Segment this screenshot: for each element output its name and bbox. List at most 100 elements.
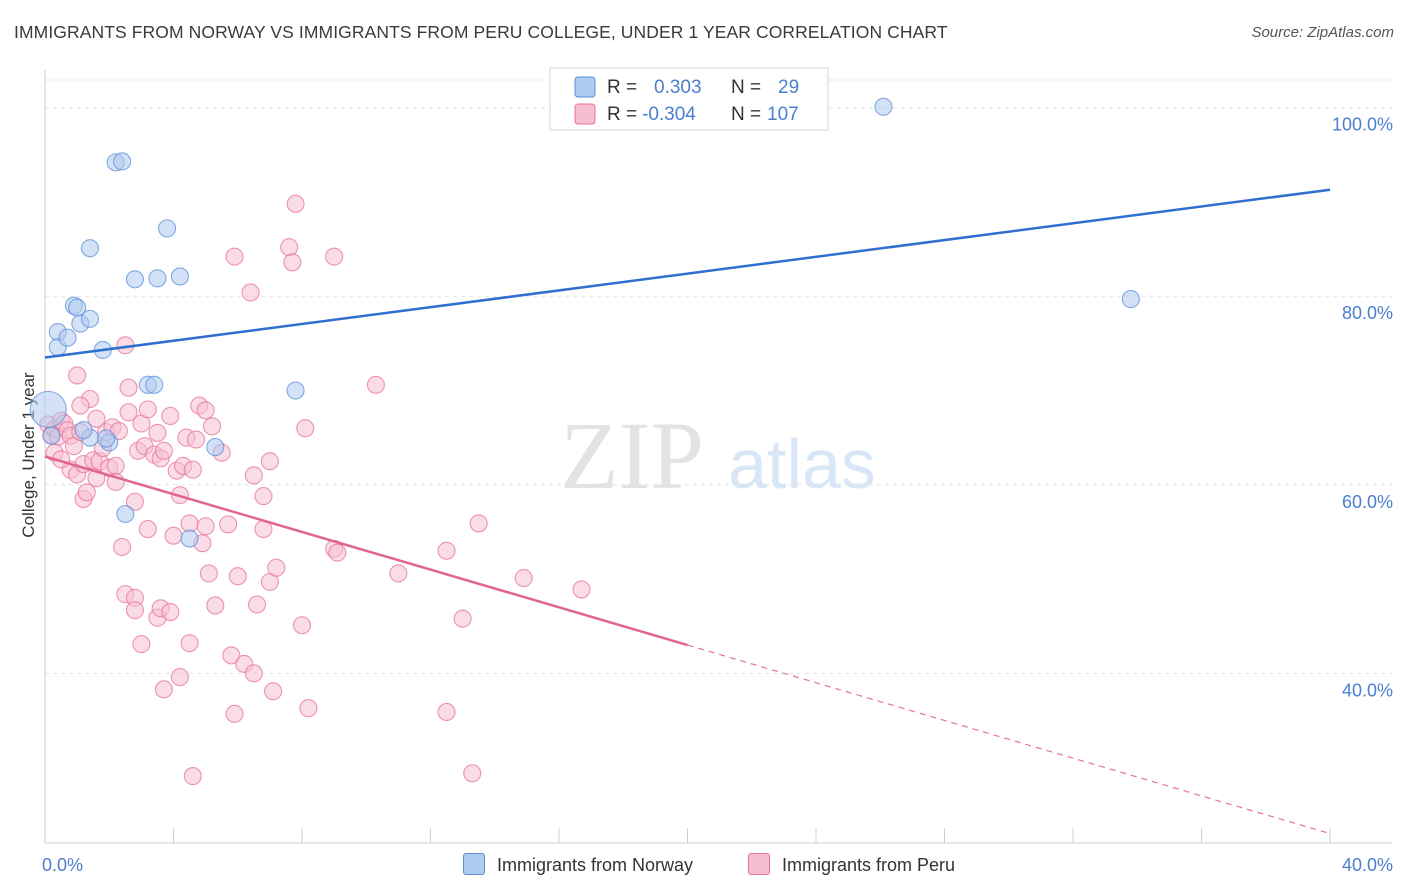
norway-point-16	[148, 269, 167, 288]
norway-point-15	[125, 270, 144, 289]
peru-point-73	[228, 567, 247, 586]
legend-swatch-peru	[574, 103, 596, 125]
legend-r-label-norway: R =	[607, 77, 637, 98]
y-axis-tick-labels: 40.0% 60.0% 80.0% 100.0%	[1332, 115, 1393, 701]
norway-point-0	[29, 390, 67, 428]
peru-point-39	[132, 635, 151, 654]
peru-point-91	[325, 247, 344, 266]
peru-point-41	[138, 520, 157, 539]
legend-n-value-peru: 107	[767, 104, 799, 125]
bottom-legend-peru: Immigrants from Peru	[748, 853, 955, 876]
peru-point-64	[196, 517, 215, 536]
peru-point-35	[125, 601, 144, 620]
peru-point-18	[77, 483, 96, 502]
peru-point-105	[244, 664, 263, 683]
bottom-legend-norway: Immigrants from Norway	[463, 853, 693, 876]
peru-point-50	[164, 526, 183, 545]
source-label: Source: ZipAtlas.com	[1251, 24, 1394, 41]
legend-r-label-peru: R =	[607, 104, 637, 125]
legend: R = 0.303 N = 29 R = -0.304 N = 107	[549, 67, 829, 131]
peru-point-16	[68, 366, 87, 385]
peru-point-15	[71, 396, 90, 415]
norway-point-26	[1121, 290, 1140, 309]
norway-point-18	[170, 267, 189, 286]
peru-point-92	[328, 543, 347, 562]
norway-point-28	[96, 429, 116, 448]
axes	[44, 70, 1392, 844]
peru-point-83	[267, 558, 286, 577]
peru-point-94	[389, 564, 408, 583]
peru-point-106	[87, 409, 106, 428]
peru-point-93	[366, 375, 385, 394]
peru-point-56	[180, 634, 199, 653]
norway-point-23	[116, 504, 135, 524]
peru-point-58	[183, 767, 202, 786]
legend-n-value-norway: 29	[778, 77, 799, 98]
bottom-legend: Immigrants from Norway Immigrants from P…	[0, 849, 1406, 881]
peru-point-86	[286, 194, 305, 213]
peru-point-100	[514, 569, 533, 588]
norway-point-22	[180, 529, 199, 548]
watermark-zip: ZIP	[560, 402, 704, 509]
peru-point-60	[186, 430, 206, 449]
legend-swatch-norway	[574, 76, 596, 98]
peru-trend-dashed	[687, 644, 1331, 835]
peru-point-40	[138, 400, 157, 419]
peru-point-101	[572, 580, 591, 599]
peru-point-32	[119, 403, 138, 422]
peru-point-96	[437, 702, 456, 722]
peru-point-70	[222, 646, 241, 665]
peru-point-85	[283, 253, 302, 272]
peru-point-97	[453, 609, 472, 628]
y-tick-label-2: 80.0%	[1342, 303, 1393, 323]
norway-points	[29, 97, 1140, 548]
peru-point-63	[196, 401, 215, 420]
norway-trend-solid	[44, 188, 1331, 359]
watermark: ZIP atlas	[560, 402, 876, 509]
peru-point-48	[154, 680, 173, 699]
peru-point-82	[264, 682, 283, 701]
peru-point-67	[206, 596, 225, 615]
bottom-legend-label-norway: Immigrants from Norway	[497, 855, 694, 875]
peru-points	[39, 194, 591, 786]
peru-point-69	[219, 515, 238, 534]
peru-point-87	[292, 616, 312, 635]
peru-point-84	[280, 238, 299, 257]
bottom-legend-swatch-peru	[748, 853, 770, 875]
peru-point-34	[125, 492, 144, 511]
bottom-legend-swatch-norway	[463, 853, 485, 875]
peru-point-28	[113, 537, 132, 557]
peru-point-53	[170, 668, 189, 687]
norway-point-27	[42, 426, 61, 445]
norway-point-20	[145, 375, 164, 394]
peru-point-66	[203, 417, 222, 436]
x-tick-label-min: 0.0%	[42, 855, 83, 875]
legend-r-value-norway: 0.303	[654, 77, 702, 98]
legend-n-label-norway: N =	[731, 77, 761, 98]
peru-point-31	[119, 378, 138, 397]
trend-lines	[44, 188, 1331, 835]
y-tick-label-1: 60.0%	[1342, 492, 1393, 512]
chart-title: IMMIGRANTS FROM NORWAY VS IMMIGRANTS FRO…	[14, 22, 948, 42]
peru-point-81	[260, 452, 279, 471]
peru-point-26	[106, 456, 125, 475]
peru-point-77	[247, 595, 267, 614]
peru-point-75	[241, 283, 260, 302]
norway-point-21	[206, 438, 225, 457]
norway-point-12	[80, 239, 100, 258]
x-tick-label-max: 40.0%	[1342, 855, 1393, 875]
norway-point-7	[80, 309, 100, 328]
peru-trend-solid	[44, 455, 688, 647]
peru-point-99	[469, 514, 488, 533]
legend-r-value-peru: -0.304	[642, 104, 696, 125]
peru-point-43	[148, 423, 167, 442]
norway-point-10	[74, 421, 93, 440]
peru-point-76	[244, 466, 263, 485]
legend-n-label-peru: N =	[731, 104, 761, 125]
peru-point-47	[154, 441, 173, 460]
norway-point-17	[158, 219, 177, 238]
peru-point-104	[161, 602, 180, 622]
norway-point-14	[113, 152, 132, 171]
peru-point-57	[183, 460, 202, 479]
